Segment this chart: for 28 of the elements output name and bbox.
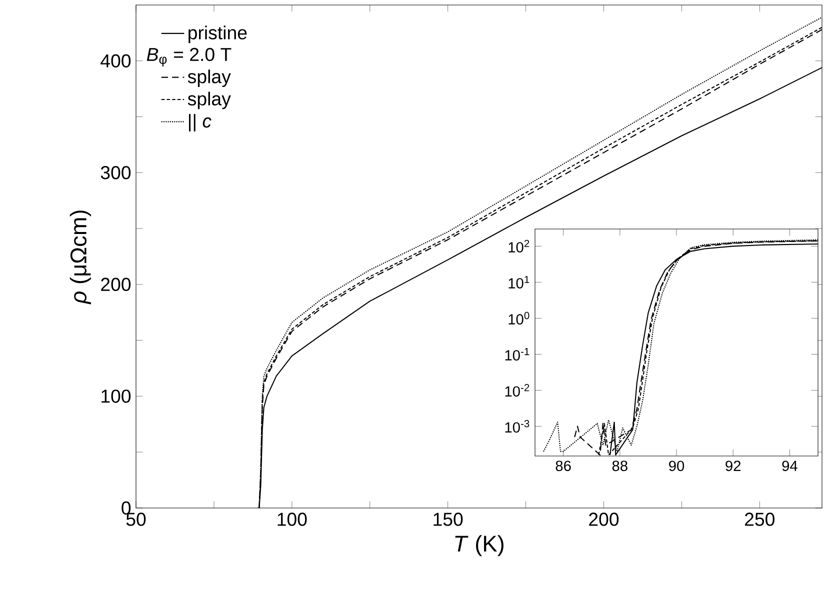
x-tick-label: 50 [126,512,146,526]
x-tick-label: 100 [278,512,307,526]
y-tick-label: 200 [101,278,131,292]
y-tick-label: 0 [122,501,131,515]
x-tick-label: 88 [612,460,628,472]
legend-label: splay [188,92,231,110]
y-tick-label: 10$^{-1}$ [505,348,530,361]
y-tick-label: 300 [100,166,131,180]
y-tick-label: 10$^{0}$ [508,312,530,325]
y-tick-label: 10$^{2}$ [508,240,530,252]
x-tick-label: 86 [556,460,571,472]
legend-label: splay [188,70,231,87]
legend-label: || c [189,114,212,132]
y-tick-label: 10$^{-3}$ [505,420,530,433]
x-tick-label: 94 [782,460,798,472]
y-tick-label: 10$^{-2}$ [505,384,530,397]
x-tick-label: 250 [745,512,774,526]
x-tick-label: 90 [669,460,684,472]
legend-title: B$_{φ}$ = 2.0 T [146,48,232,66]
y-tick-label: 10$^{1}$ [508,276,530,288]
x-tick-label: 150 [434,512,463,526]
y-axis-title: ρ (μΩcm) [70,210,91,304]
x-axis-title: T (K) [455,535,504,556]
legend-label: pristine [188,26,247,44]
x-tick-label: 200 [589,512,619,526]
x-tick-label: 92 [726,460,741,472]
y-tick-label: 400 [100,54,131,68]
y-tick-label: 100 [102,390,131,403]
